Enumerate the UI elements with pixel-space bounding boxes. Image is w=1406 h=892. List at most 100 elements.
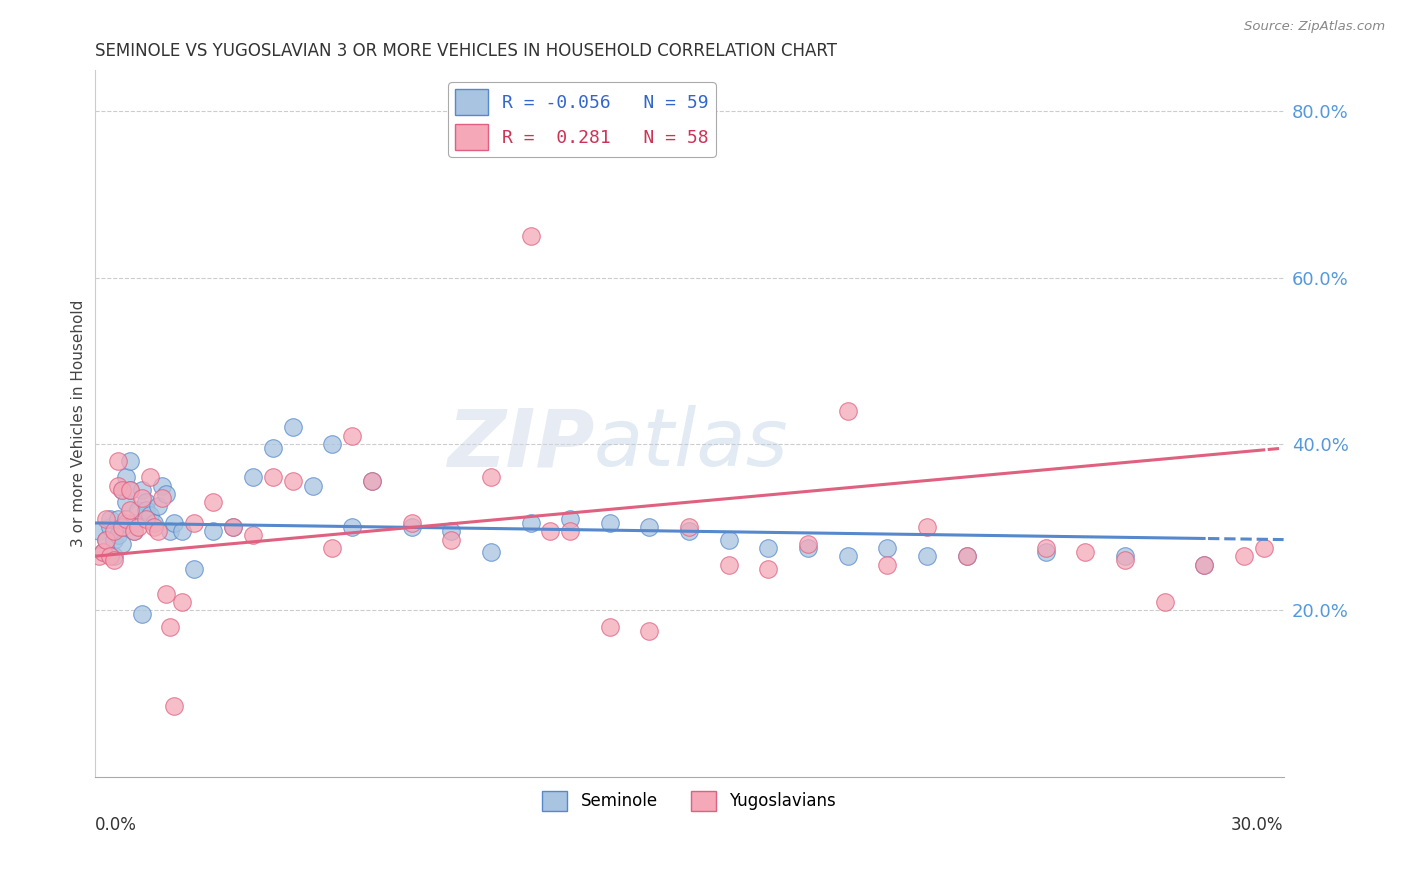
Text: 30.0%: 30.0%: [1232, 815, 1284, 833]
Point: [281, 475, 304, 489]
Point: [139, 470, 162, 484]
Point: [120, 503, 142, 517]
Point: [96, 512, 118, 526]
Point: [111, 483, 134, 497]
Point: [321, 541, 343, 555]
Point: [519, 229, 541, 244]
Point: [202, 524, 225, 539]
Point: [183, 516, 205, 530]
Point: [638, 520, 661, 534]
Point: [955, 549, 977, 564]
Point: [519, 516, 541, 530]
Point: [340, 428, 363, 442]
Point: [1153, 595, 1175, 609]
Point: [155, 587, 177, 601]
Point: [135, 503, 157, 517]
Point: [163, 516, 186, 530]
Point: [122, 524, 145, 539]
Point: [1194, 558, 1216, 572]
Point: [183, 562, 205, 576]
Point: [1114, 549, 1136, 564]
Point: [955, 549, 977, 564]
Point: [340, 520, 363, 534]
Point: [103, 549, 125, 564]
Point: [150, 491, 173, 505]
Point: [115, 470, 138, 484]
Point: [91, 545, 114, 559]
Text: atlas: atlas: [593, 405, 789, 483]
Point: [440, 524, 463, 539]
Point: [159, 620, 181, 634]
Point: [111, 483, 134, 497]
Point: [1035, 541, 1057, 555]
Point: [103, 524, 125, 539]
Point: [143, 516, 166, 530]
Point: [170, 524, 193, 539]
Point: [107, 478, 129, 492]
Legend: R = -0.056   N = 59, R =  0.281   N = 58: R = -0.056 N = 59, R = 0.281 N = 58: [449, 82, 716, 157]
Point: [159, 524, 181, 539]
Point: [1114, 553, 1136, 567]
Text: Source: ZipAtlas.com: Source: ZipAtlas.com: [1244, 20, 1385, 33]
Point: [1253, 541, 1275, 555]
Point: [361, 475, 384, 489]
Point: [96, 533, 118, 547]
Point: [242, 528, 264, 542]
Point: [915, 520, 938, 534]
Point: [717, 533, 740, 547]
Point: [107, 528, 129, 542]
Point: [538, 524, 561, 539]
Point: [131, 607, 153, 622]
Point: [1074, 545, 1097, 559]
Point: [111, 520, 134, 534]
Point: [876, 558, 898, 572]
Point: [301, 478, 323, 492]
Point: [560, 512, 582, 526]
Point: [202, 495, 225, 509]
Point: [560, 524, 582, 539]
Point: [143, 520, 166, 534]
Point: [163, 698, 186, 713]
Point: [96, 533, 118, 547]
Point: [107, 512, 129, 526]
Point: [107, 453, 129, 467]
Point: [797, 537, 820, 551]
Point: [756, 541, 779, 555]
Point: [115, 516, 138, 530]
Point: [131, 491, 153, 505]
Point: [103, 533, 125, 547]
Point: [155, 487, 177, 501]
Point: [100, 549, 122, 564]
Point: [115, 495, 138, 509]
Point: [150, 478, 173, 492]
Point: [262, 470, 284, 484]
Point: [717, 558, 740, 572]
Point: [135, 495, 157, 509]
Point: [638, 624, 661, 638]
Point: [678, 524, 700, 539]
Point: [120, 483, 142, 497]
Point: [135, 512, 157, 526]
Point: [87, 524, 110, 539]
Point: [599, 516, 621, 530]
Point: [127, 503, 149, 517]
Point: [361, 475, 384, 489]
Point: [87, 549, 110, 564]
Point: [122, 516, 145, 530]
Point: [91, 545, 114, 559]
Point: [837, 403, 859, 417]
Point: [100, 520, 122, 534]
Point: [262, 441, 284, 455]
Point: [401, 520, 423, 534]
Point: [915, 549, 938, 564]
Point: [401, 516, 423, 530]
Point: [120, 483, 142, 497]
Point: [115, 512, 138, 526]
Point: [103, 553, 125, 567]
Point: [222, 520, 245, 534]
Point: [1035, 545, 1057, 559]
Point: [797, 541, 820, 555]
Point: [756, 562, 779, 576]
Y-axis label: 3 or more Vehicles in Household: 3 or more Vehicles in Household: [72, 300, 86, 547]
Point: [139, 508, 162, 522]
